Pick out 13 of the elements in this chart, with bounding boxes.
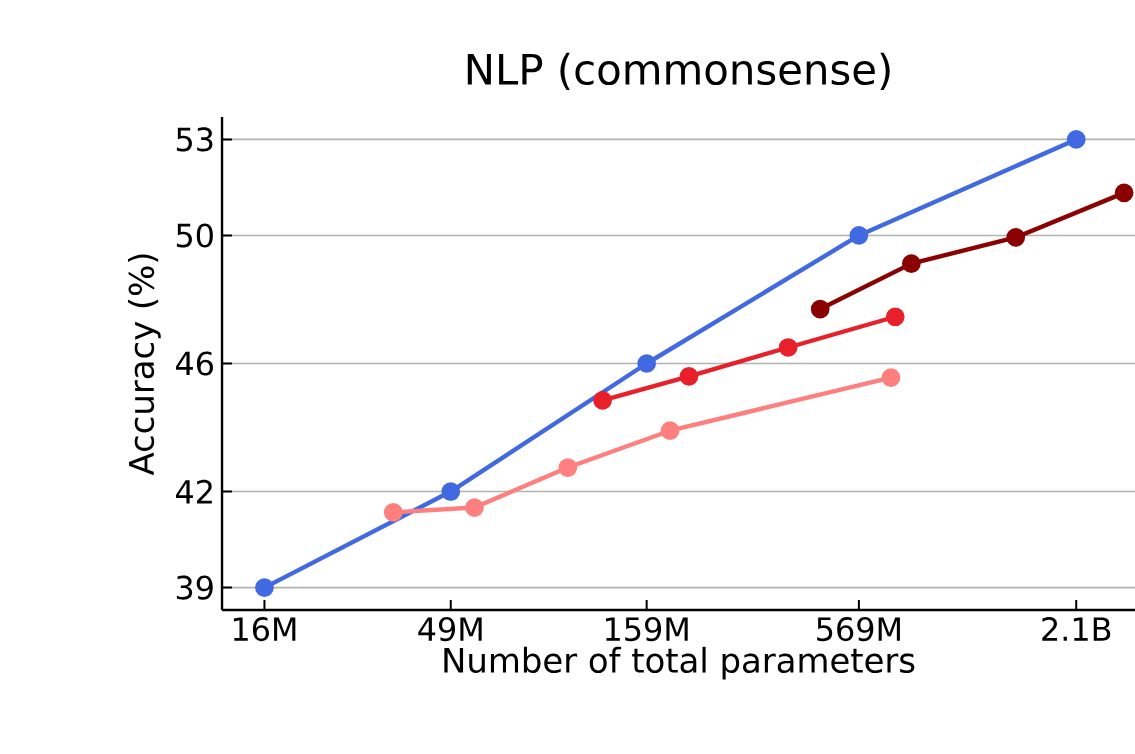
y-tick-label: 42 bbox=[175, 479, 212, 504]
x-tick-label: 569M bbox=[817, 617, 900, 642]
y-tick-label: 39 bbox=[176, 575, 213, 600]
x-tick-label: 159M bbox=[605, 617, 688, 642]
chart-title: NLP (commonsense) bbox=[467, 52, 890, 91]
y-tick-label: 46 bbox=[175, 351, 213, 376]
x-tick-label: 16M bbox=[233, 617, 296, 642]
x-axis-title: Number of total parameters bbox=[444, 646, 915, 680]
x-tick-label: 2.1B bbox=[1042, 617, 1111, 641]
x-tick-label: 49M bbox=[418, 617, 482, 642]
y-tick-label: 50 bbox=[176, 223, 213, 248]
y-tick-label: 53 bbox=[176, 127, 213, 152]
y-axis-title: Accuracy (%) bbox=[127, 254, 161, 476]
